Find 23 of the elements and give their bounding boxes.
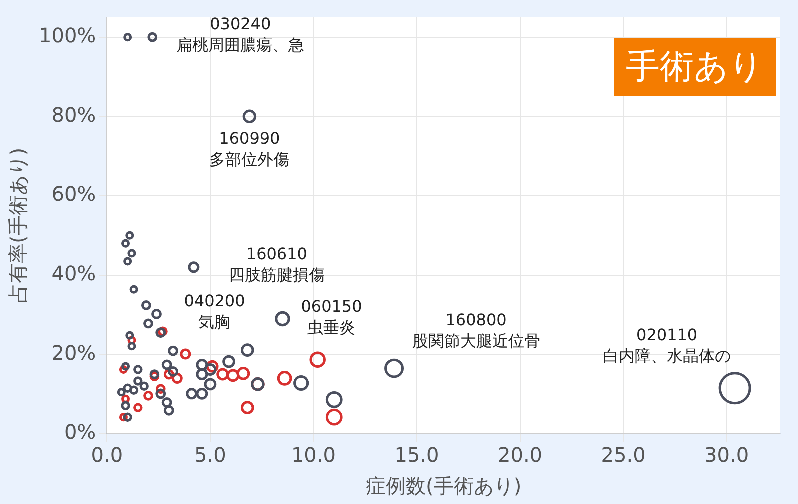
x-tick-label: 30.0: [704, 443, 750, 468]
annotation: 030240 扁桃周囲膿瘍、急: [176, 14, 305, 54]
annotation: 160610 四肢筋腱損傷: [228, 244, 325, 285]
annotation: 040200 気胸: [184, 291, 246, 332]
x-tick-label: 25.0: [601, 443, 646, 468]
y-tick-label: 60%: [52, 182, 96, 206]
y-tick-label: 100%: [38, 24, 96, 48]
y-tick-label: 40%: [52, 262, 96, 286]
x-tick-label: 10.0: [291, 443, 336, 468]
annotation: 160800 股関節大腿近位骨: [412, 310, 540, 351]
x-tick-label: 20.0: [498, 443, 543, 468]
x-tick-label: 0.0: [91, 443, 124, 468]
y-tick-label: 20%: [52, 340, 96, 365]
x-axis-title: 症例数(手術あり): [366, 474, 522, 498]
y-tick-label: 80%: [52, 102, 96, 127]
y-axis-title: 占有率(手術あり): [6, 148, 30, 304]
annotation: 160990 多部位外傷: [210, 128, 290, 169]
x-tick-label: 15.0: [394, 443, 440, 468]
y-tick-label: 0%: [64, 420, 96, 444]
annotation: 020110 白内障、水晶体の: [603, 326, 732, 366]
annotation: 060150 虫垂炎: [301, 297, 362, 338]
text: 手術あり: [614, 38, 776, 96]
x-tick-label: 5.0: [194, 443, 226, 468]
